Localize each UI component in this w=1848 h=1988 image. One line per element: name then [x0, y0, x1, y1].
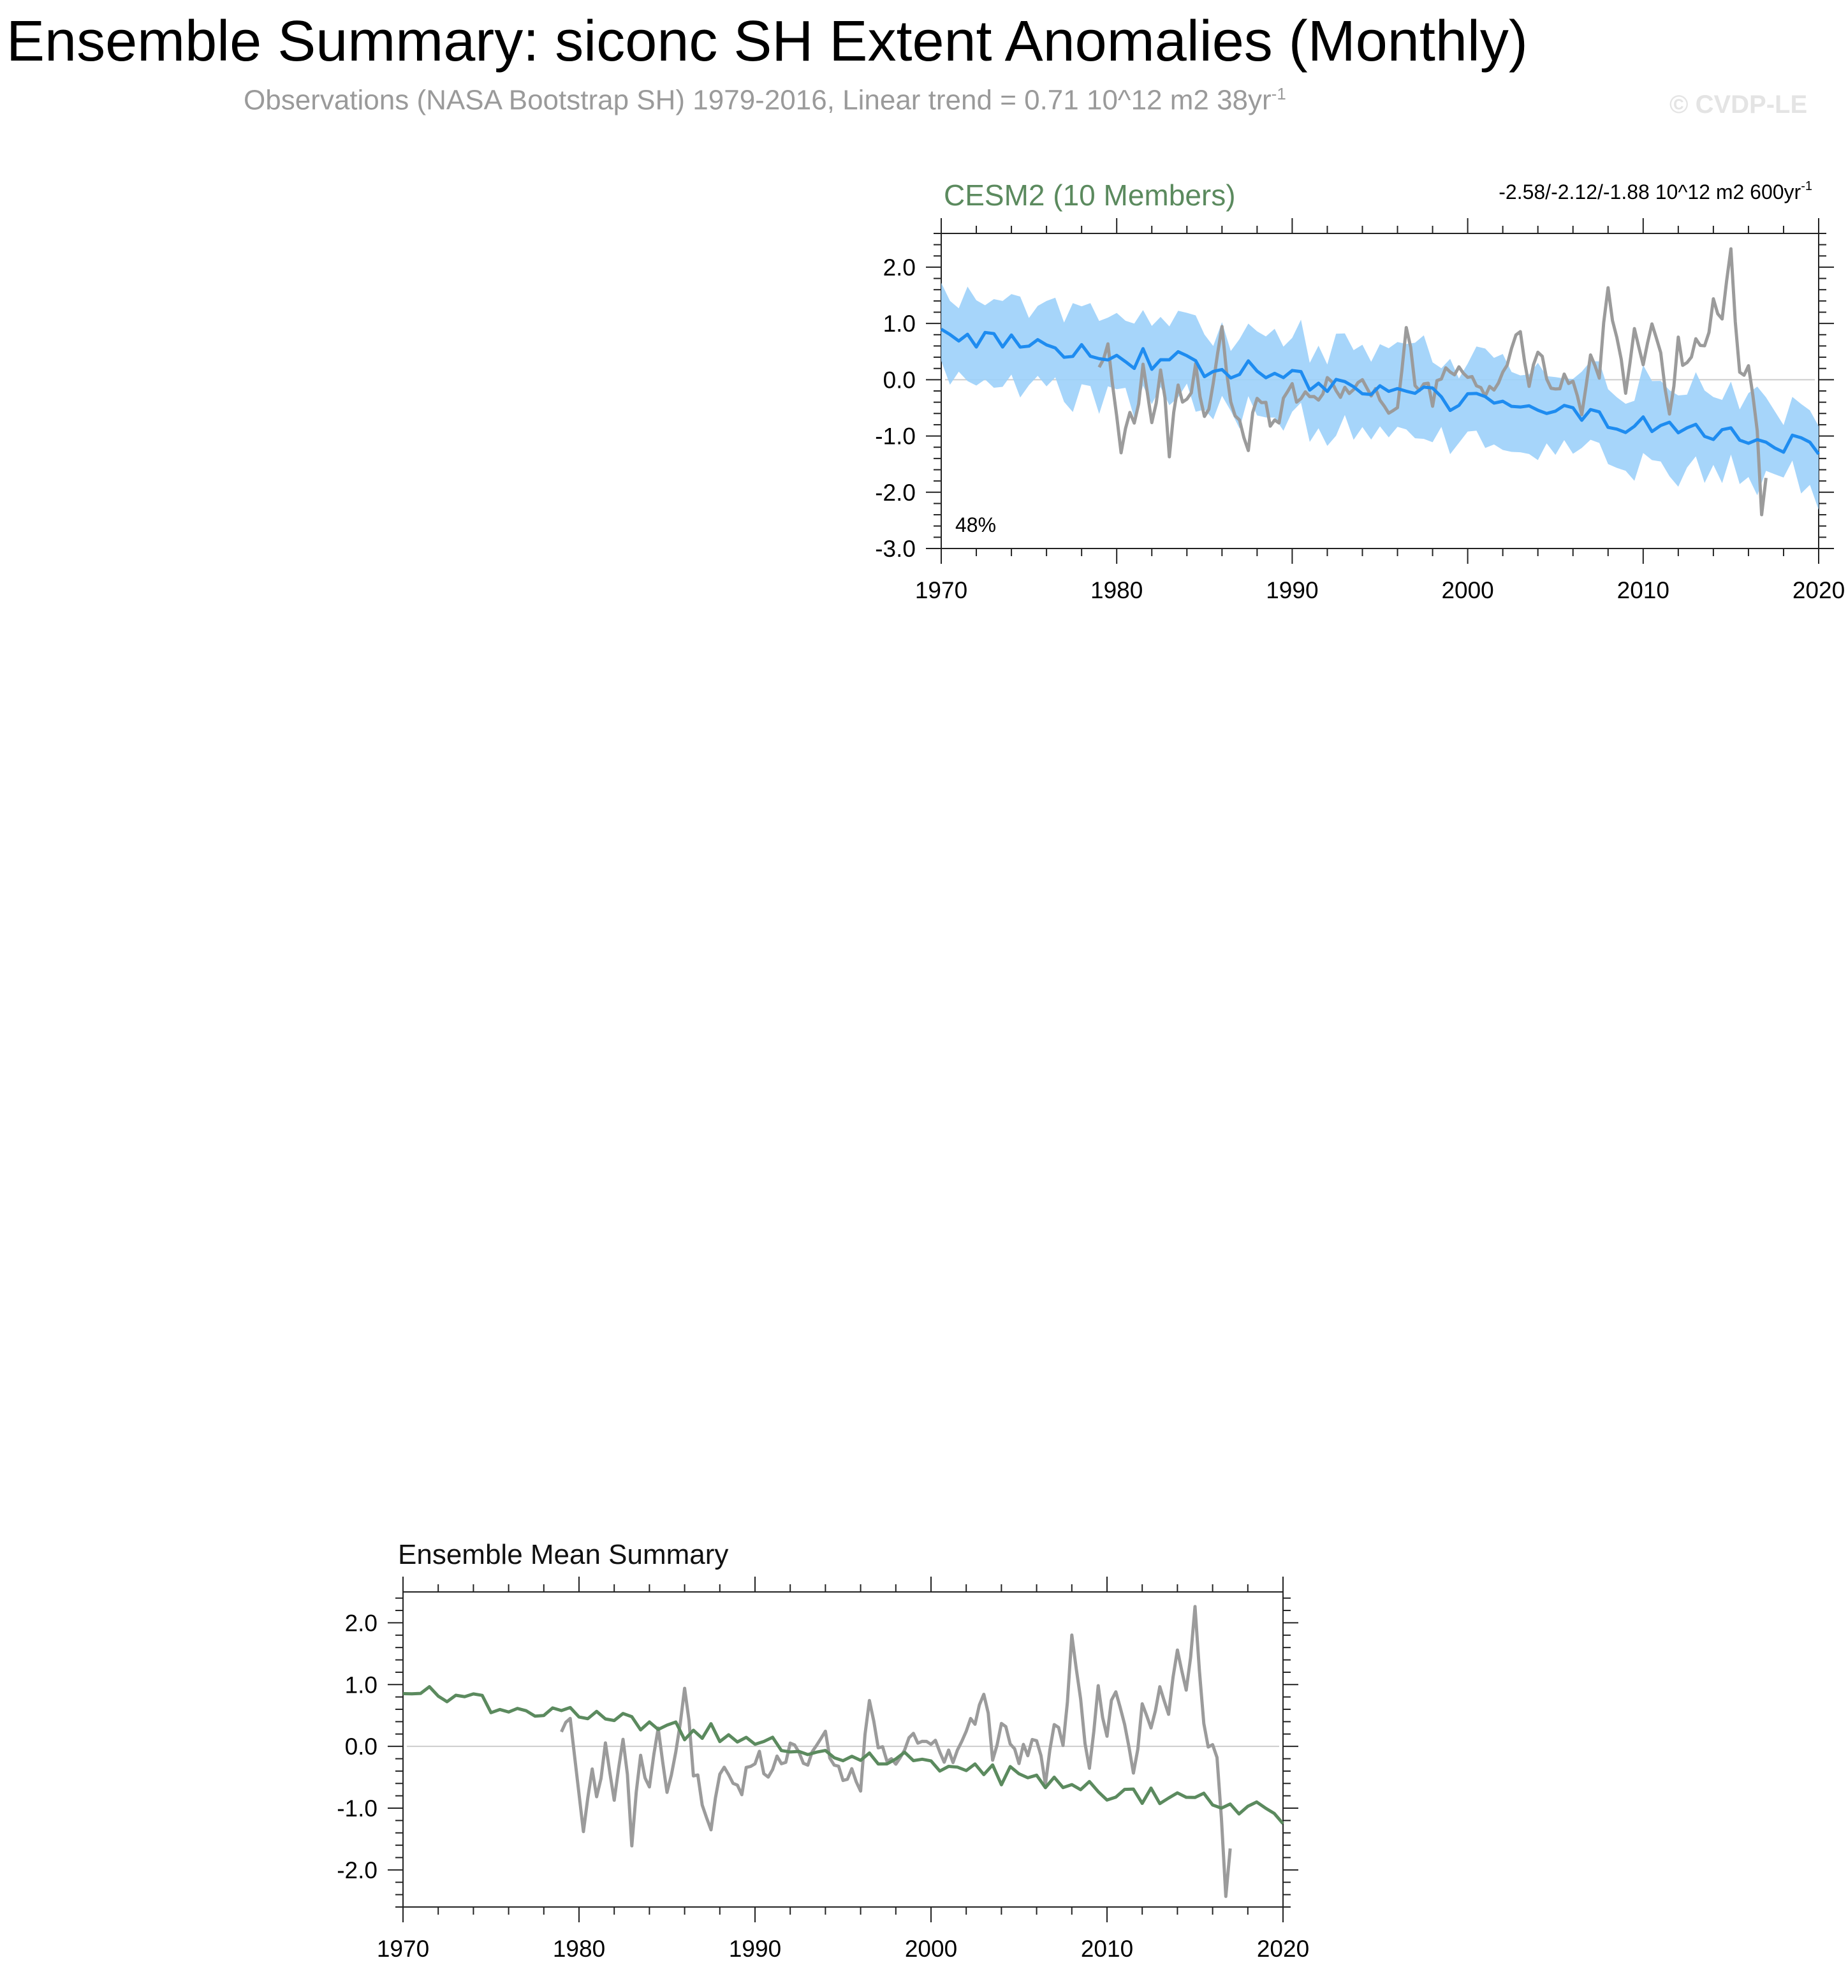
x-tick-label: 1990 [729, 1936, 781, 1962]
page-subtitle: Observations (NASA Bootstrap SH) 1979-20… [244, 84, 1286, 117]
percent-label: 48% [955, 513, 996, 536]
y-tick-label: -2.0 [337, 1857, 378, 1883]
page-title: Ensemble Summary: siconc SH Extent Anoma… [6, 10, 1528, 73]
ensemble-mean-line [940, 327, 1821, 455]
y-tick-label: -3.0 [875, 536, 916, 562]
watermark: © CVDP-LE [1669, 91, 1808, 119]
x-tick-label: 2010 [1617, 577, 1669, 603]
y-tick-label: 0.0 [345, 1734, 378, 1760]
x-tick-label: 1980 [553, 1936, 605, 1962]
trend-label-exponent: -1 [1801, 179, 1812, 193]
ensemble-mean-line [402, 1685, 1284, 1825]
subtitle-exponent: -1 [1271, 84, 1286, 103]
x-tick-label: 1980 [1090, 577, 1143, 603]
x-tick-label: 2000 [1441, 577, 1493, 603]
trend-label: -2.58/-2.12/-1.88 10^12 m2 600yr-1 [1499, 179, 1812, 203]
y-tick-label: -1.0 [337, 1795, 378, 1822]
panel-title: Ensemble Mean Summary [398, 1539, 728, 1570]
x-tick-label: 2000 [905, 1936, 957, 1962]
y-tick-label: 1.0 [345, 1672, 378, 1698]
y-tick-label: 2.0 [883, 254, 916, 281]
observations-line [1097, 247, 1768, 517]
y-tick-label: 1.0 [883, 311, 916, 337]
y-tick-label: 0.0 [883, 367, 916, 393]
x-tick-label: 1990 [1266, 577, 1318, 603]
panel-title: CESM2 (10 Members) [944, 179, 1236, 212]
y-tick-label: -1.0 [875, 423, 916, 450]
x-tick-label: 2010 [1081, 1936, 1133, 1962]
x-tick-label: 2020 [1257, 1936, 1309, 1962]
y-tick-label: 2.0 [345, 1610, 378, 1636]
trend-label-text: -2.58/-2.12/-1.88 10^12 m2 600yr [1499, 180, 1801, 203]
x-tick-label: 1970 [377, 1936, 429, 1962]
observations-line [560, 1605, 1232, 1898]
y-tick-label: -2.0 [875, 480, 916, 506]
x-tick-label: 1970 [915, 577, 967, 603]
plot-frame [402, 1591, 1284, 1908]
x-tick-label: 2020 [1793, 577, 1845, 603]
subtitle-text: Observations (NASA Bootstrap SH) 1979-20… [244, 84, 1272, 116]
